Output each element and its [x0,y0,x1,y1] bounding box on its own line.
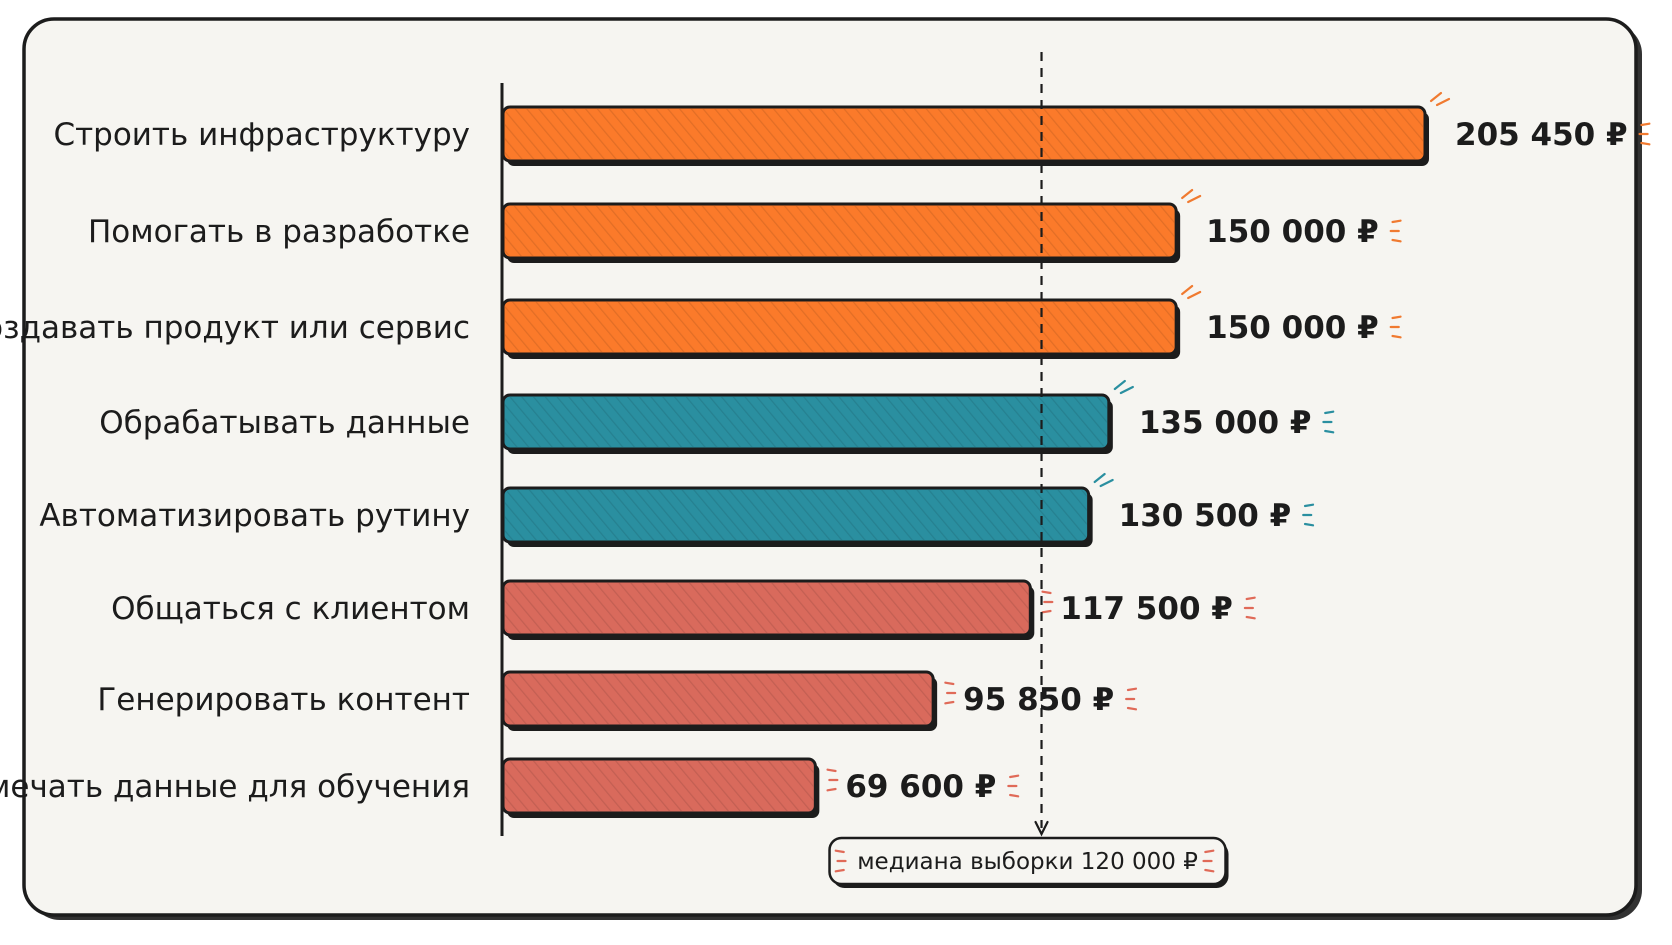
value-accent-right [1638,122,1651,146]
bar-hatch [505,583,1029,633]
value-label: 150 000 ₽ [1206,214,1379,250]
bar-hatch [505,206,1175,256]
value-accent-right [1389,315,1402,339]
category-label: Генерировать контент [97,682,470,718]
value-accent-right [1243,596,1256,620]
category-label: Помогать в разработке [88,214,470,250]
value-accent-left [944,681,957,705]
value-accent-left [1041,590,1054,614]
bar-hatch [505,674,932,724]
bar-end-spark [1181,188,1202,204]
bar-hatch [505,109,1423,159]
value-label: 69 600 ₽ [845,769,996,805]
value-accent-right [1389,219,1402,243]
value-label: 130 500 ₽ [1119,498,1292,534]
median-accent-right [1202,849,1215,873]
value-accent-left [826,768,839,792]
bar-end-spark [1181,284,1202,300]
bar-hatch [505,490,1087,540]
category-label: Автоматизировать рутину [39,498,470,534]
bar-end-spark [1113,379,1134,395]
median-arrow [1034,820,1049,837]
median-layer: медиана выборки 120 000 ₽ [828,52,1229,888]
category-label: Создавать продукт или сервис [0,310,470,346]
bar-hatch [505,397,1107,447]
bar-end-spark [1429,91,1451,107]
value-label: 150 000 ₽ [1206,310,1379,346]
value-accent-right [1125,687,1138,711]
value-label: 135 000 ₽ [1139,405,1312,441]
value-accent-right [1007,774,1020,798]
value-accent-right [1302,503,1315,527]
value-label: 117 500 ₽ [1060,591,1233,627]
median-box [828,836,1227,886]
category-label: Строить инфраструктуру [53,117,470,153]
chart-frame [22,17,1638,917]
category-label: Размечать данные для обучения [0,769,470,805]
bar-hatch [505,761,814,811]
category-label: Общаться с клиентом [111,591,470,627]
category-label: Обрабатывать данные [99,405,470,441]
median-accent-left [834,849,847,873]
bar-hatch [505,302,1175,352]
value-label: 205 450 ₽ [1455,117,1628,153]
median-label: медиана выборки 120 000 ₽ [857,849,1198,875]
labels-layer: Строить инфраструктуру 205 450 ₽ Помогать … [0,91,1651,805]
bar-end-spark [1093,472,1114,488]
value-label: 95 850 ₽ [963,682,1114,718]
bars-layer [501,105,1429,818]
value-accent-right [1322,410,1335,434]
